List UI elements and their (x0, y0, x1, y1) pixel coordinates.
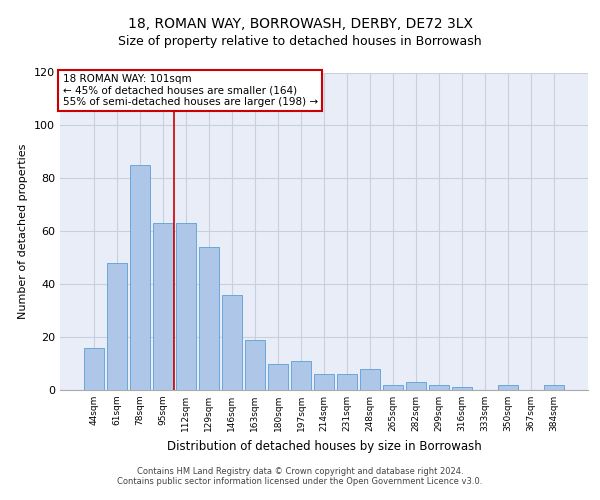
Bar (544, 384, 564, 390)
Text: 18 ROMAN WAY: 101sqm
← 45% of detached houses are smaller (164)
55% of semi-deta: 18 ROMAN WAY: 101sqm ← 45% of detached h… (62, 74, 318, 108)
Text: Contains public sector information licensed under the Open Government Licence v3: Contains public sector information licen… (118, 477, 482, 486)
Bar (383, 384, 403, 390)
Bar (291, 361, 311, 390)
Bar (245, 340, 265, 390)
Bar (107, 263, 127, 390)
Bar (499, 384, 518, 390)
Bar (176, 224, 196, 390)
Bar (314, 374, 334, 390)
Bar (268, 364, 288, 390)
Bar (430, 384, 449, 390)
Bar (130, 165, 149, 390)
Bar (153, 224, 173, 390)
Text: Size of property relative to detached houses in Borrowash: Size of property relative to detached ho… (118, 35, 482, 48)
Bar (452, 388, 472, 390)
Bar (360, 369, 380, 390)
Bar (222, 294, 242, 390)
Bar (406, 382, 426, 390)
X-axis label: Distribution of detached houses by size in Borrowash: Distribution of detached houses by size … (167, 440, 481, 452)
Bar (199, 247, 218, 390)
Bar (84, 348, 104, 390)
Bar (337, 374, 357, 390)
Text: 18, ROMAN WAY, BORROWASH, DERBY, DE72 3LX: 18, ROMAN WAY, BORROWASH, DERBY, DE72 3L… (128, 18, 473, 32)
Text: Contains HM Land Registry data © Crown copyright and database right 2024.: Contains HM Land Registry data © Crown c… (137, 467, 463, 476)
Y-axis label: Number of detached properties: Number of detached properties (19, 144, 28, 319)
